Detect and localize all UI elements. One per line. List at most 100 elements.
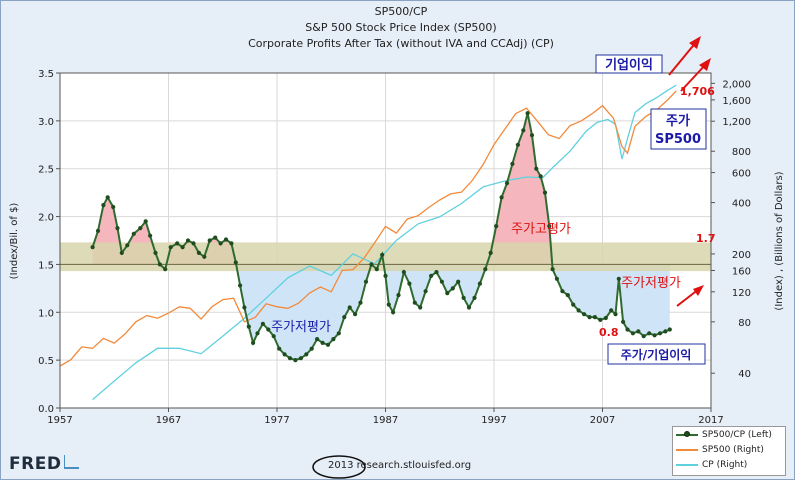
arrow-up-stock-head [699, 58, 711, 71]
ratio-point [255, 331, 260, 336]
valuation-fills [92, 113, 670, 361]
ratio-point [131, 231, 136, 236]
x-tick-label: 1977 [264, 415, 289, 426]
y-right-tick-label: 2,000 [722, 79, 751, 90]
ratio-point [571, 302, 576, 307]
legend-swatch-cp [676, 460, 698, 470]
ratio-point [157, 262, 162, 267]
value-0-8: 0.8 [599, 326, 619, 339]
undervalued-fill [92, 264, 670, 361]
legend-item-ratio: SP500/CP (Left) [673, 428, 785, 442]
ratio-point [293, 358, 298, 363]
y-right-tick-label: 1,600 [722, 96, 751, 107]
ratio-point [115, 226, 120, 231]
ratio-point [358, 300, 363, 305]
ratio-point [542, 190, 548, 195]
ratio-point [125, 243, 130, 248]
ratio-point [587, 315, 592, 320]
footer-source: 2013 research.stlouisfed.org [328, 460, 471, 471]
ratio-point [229, 241, 234, 246]
ratio-point [363, 279, 369, 284]
fred-logo-chart-icon [64, 455, 80, 469]
ratio-point [336, 331, 341, 336]
ratio-point [609, 308, 614, 313]
ratio-point [374, 267, 379, 272]
legend-label-cp: CP (Right) [702, 460, 748, 470]
ratio-point [521, 128, 526, 133]
ratio-point [163, 267, 168, 272]
value-1-7: 1.7 [696, 232, 716, 245]
y-left-tick-label: 1.5 [38, 260, 54, 271]
y-right-tick-label: 600 [732, 169, 751, 180]
fred-logo-text: FRED [9, 454, 62, 474]
ratio-point [90, 245, 95, 250]
ratio-point [621, 319, 626, 324]
ratio-point [391, 310, 396, 315]
ratio-point [342, 315, 347, 320]
legend-item-sp500: SP500 (Right) [673, 443, 785, 457]
x-tick-label: 2007 [590, 415, 615, 426]
ratio-point [238, 283, 243, 288]
ratio-point [325, 342, 331, 347]
y-right-tick-label: 200 [732, 250, 751, 261]
ratio-point [246, 324, 251, 329]
sp500-label: SP500 [655, 132, 701, 147]
ratio-point [550, 267, 555, 272]
x-tick-label: 1957 [47, 415, 72, 426]
y-left-tick-label: 3.0 [38, 117, 54, 128]
ratio-point [450, 286, 455, 291]
ratio-point [477, 281, 482, 286]
y-axis-right-label: (Index) , (Billions of Dollars) [774, 171, 785, 310]
ratio-point [598, 317, 603, 322]
ratio-point [472, 295, 477, 300]
value-1706: 1,706 [680, 85, 715, 98]
ratio-point [191, 241, 196, 246]
ratio-point [218, 241, 223, 246]
y-right-tick-label: 120 [732, 288, 751, 299]
ratio-point [353, 312, 358, 317]
y-left-tick-label: 2.0 [38, 213, 54, 224]
ratio-point [213, 235, 218, 240]
overvalued-fill [92, 113, 670, 265]
ratio-point [554, 276, 560, 281]
ratio-point [386, 302, 391, 307]
fred-logo: FRED [9, 454, 80, 474]
ratio-point [534, 166, 539, 171]
x-tick-label: 1997 [481, 415, 506, 426]
ratio-point [483, 267, 488, 272]
y-left-tick-label: 2.5 [38, 165, 54, 176]
ratio-point [223, 237, 229, 242]
stock-label: 주가 [666, 114, 690, 129]
y-right-tick-label: 80 [738, 318, 751, 329]
ratio-point [304, 352, 309, 357]
ratio-point [407, 281, 412, 286]
tick-labels: 1957 1967 1977 1987 1997 2007 2017 0.0 0.5 1.0 1.5… [38, 69, 751, 426]
profits-label: 기업이익 [605, 57, 653, 73]
ratio-point [461, 295, 466, 300]
ratio-point [576, 308, 581, 313]
ratio-point [153, 250, 158, 255]
ratio-point [95, 228, 101, 233]
ratio-point [439, 279, 444, 284]
ratio-point [418, 305, 423, 310]
y-left-tick-label: 0.0 [38, 404, 54, 415]
ratio-label: 주가/기업이익 [621, 347, 692, 362]
legend-label-ratio: SP500/CP (Left) [702, 430, 772, 440]
stock-label-box [650, 108, 707, 150]
ratio-point [630, 331, 636, 336]
legend-swatch-sp500 [676, 445, 698, 455]
ratio-point [202, 254, 207, 259]
footer-year: 2013 [328, 460, 354, 471]
ratio-point [636, 329, 641, 334]
ratio-point [560, 289, 565, 294]
ratio-point [111, 204, 116, 210]
arrow-up-profits-head [689, 36, 701, 49]
profits-label-box [595, 54, 663, 74]
ratio-point [499, 195, 504, 200]
ratio-point [488, 250, 493, 255]
ratio-point [667, 327, 672, 332]
ratio-point [315, 337, 320, 342]
y-right-tick-label: 160 [732, 266, 751, 277]
ratio-point [652, 333, 657, 338]
